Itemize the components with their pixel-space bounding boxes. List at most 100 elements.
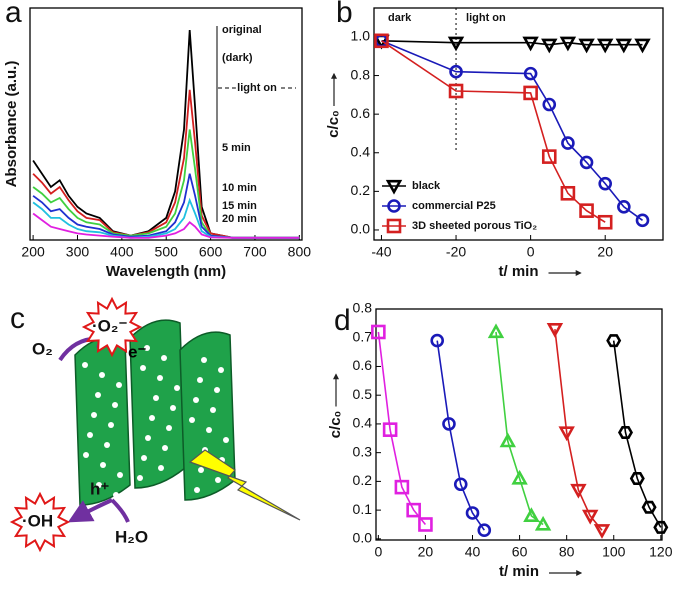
point xyxy=(579,203,594,218)
x-tick-label: -20 xyxy=(446,244,466,260)
pore xyxy=(104,442,110,448)
y-axis-label: c/c₀ xyxy=(327,411,344,439)
point xyxy=(523,507,540,523)
y-tick-label: 0.2 xyxy=(353,472,373,488)
point xyxy=(570,483,587,499)
curve-label: 10 min xyxy=(222,182,257,194)
series-line xyxy=(381,40,606,223)
pore xyxy=(83,452,89,458)
x-tick-label: 400 xyxy=(110,244,134,260)
curve-label: 15 min xyxy=(222,200,257,212)
x-tick-label: 600 xyxy=(199,244,223,260)
pore xyxy=(82,362,88,368)
legend-label: 3D sheeted porous TiO₂ xyxy=(412,220,537,232)
curve-label: original xyxy=(222,24,262,36)
y-tick-label: 0.2 xyxy=(351,182,371,198)
point xyxy=(382,422,398,437)
point xyxy=(394,479,410,495)
label: H₂O xyxy=(115,527,148,546)
pore xyxy=(210,407,216,413)
pore xyxy=(112,402,118,408)
point xyxy=(561,136,575,150)
y-tick-label: 0.7 xyxy=(353,328,373,344)
pore xyxy=(145,435,151,441)
point xyxy=(546,322,564,338)
series-line xyxy=(612,340,662,528)
diagram: c O₂ ·O₂⁻ e⁻ h⁺ ·OH H₂O xyxy=(9,296,301,553)
pore xyxy=(87,432,93,438)
annotation: dark xyxy=(388,12,412,24)
point xyxy=(453,477,468,492)
point xyxy=(641,500,657,514)
point xyxy=(581,509,599,525)
point xyxy=(406,502,421,518)
sheets xyxy=(74,319,236,506)
plot-frame xyxy=(373,7,664,241)
pore xyxy=(99,372,105,378)
series-line xyxy=(32,89,300,239)
point xyxy=(598,176,613,191)
label: O₂ xyxy=(32,339,53,358)
x-tick-label: 300 xyxy=(66,244,90,260)
y-tick-label: 0.4 xyxy=(351,143,371,159)
point xyxy=(578,38,595,54)
pore xyxy=(193,397,199,403)
pore xyxy=(153,395,159,401)
y-tick-label: 0.6 xyxy=(353,357,373,373)
series-line xyxy=(32,197,300,239)
panel-label: d xyxy=(334,304,351,337)
label: ·O₂⁻ xyxy=(92,316,127,335)
point xyxy=(534,515,552,531)
point xyxy=(449,64,463,79)
series-line xyxy=(32,212,300,239)
pore xyxy=(140,365,146,371)
series-line xyxy=(32,30,300,239)
pore xyxy=(108,422,114,428)
point xyxy=(653,520,669,534)
point xyxy=(635,213,650,228)
point xyxy=(541,38,558,54)
annotation: light on xyxy=(466,12,506,24)
series-line xyxy=(381,40,643,46)
point xyxy=(542,97,557,112)
point xyxy=(559,36,577,52)
series-line xyxy=(554,329,603,531)
pore xyxy=(137,475,143,481)
point xyxy=(560,185,576,201)
point xyxy=(597,214,613,230)
y-tick-label: 0.8 xyxy=(351,66,371,82)
x-tick-label: 100 xyxy=(602,544,626,560)
pore xyxy=(117,472,123,478)
pore xyxy=(157,375,163,381)
point xyxy=(541,149,557,164)
panel-label: b xyxy=(336,0,353,29)
point xyxy=(487,323,505,339)
series-line xyxy=(381,40,643,221)
annotation: light on xyxy=(237,82,277,94)
pore xyxy=(223,437,229,443)
point xyxy=(629,471,645,486)
pore xyxy=(96,482,102,488)
point xyxy=(387,199,401,213)
curve-label: (dark) xyxy=(222,52,253,64)
pore xyxy=(201,357,207,363)
curve-label: 5 min xyxy=(222,142,251,154)
x-tick-label: 700 xyxy=(243,244,267,260)
pore xyxy=(215,477,221,483)
point xyxy=(617,200,631,214)
plot-frame xyxy=(375,308,663,541)
point xyxy=(477,523,492,538)
x-axis-label: t/ min xyxy=(499,563,539,580)
curve-label: 20 min xyxy=(222,213,257,225)
x-tick-label: 500 xyxy=(155,244,179,260)
pore xyxy=(174,385,180,391)
plot-frame xyxy=(29,7,303,241)
burst xyxy=(81,296,143,358)
legend-label: black xyxy=(412,180,441,192)
pore xyxy=(214,387,220,393)
point xyxy=(418,517,433,532)
point xyxy=(385,179,403,195)
point xyxy=(523,85,538,101)
panel-label: a xyxy=(5,0,22,29)
